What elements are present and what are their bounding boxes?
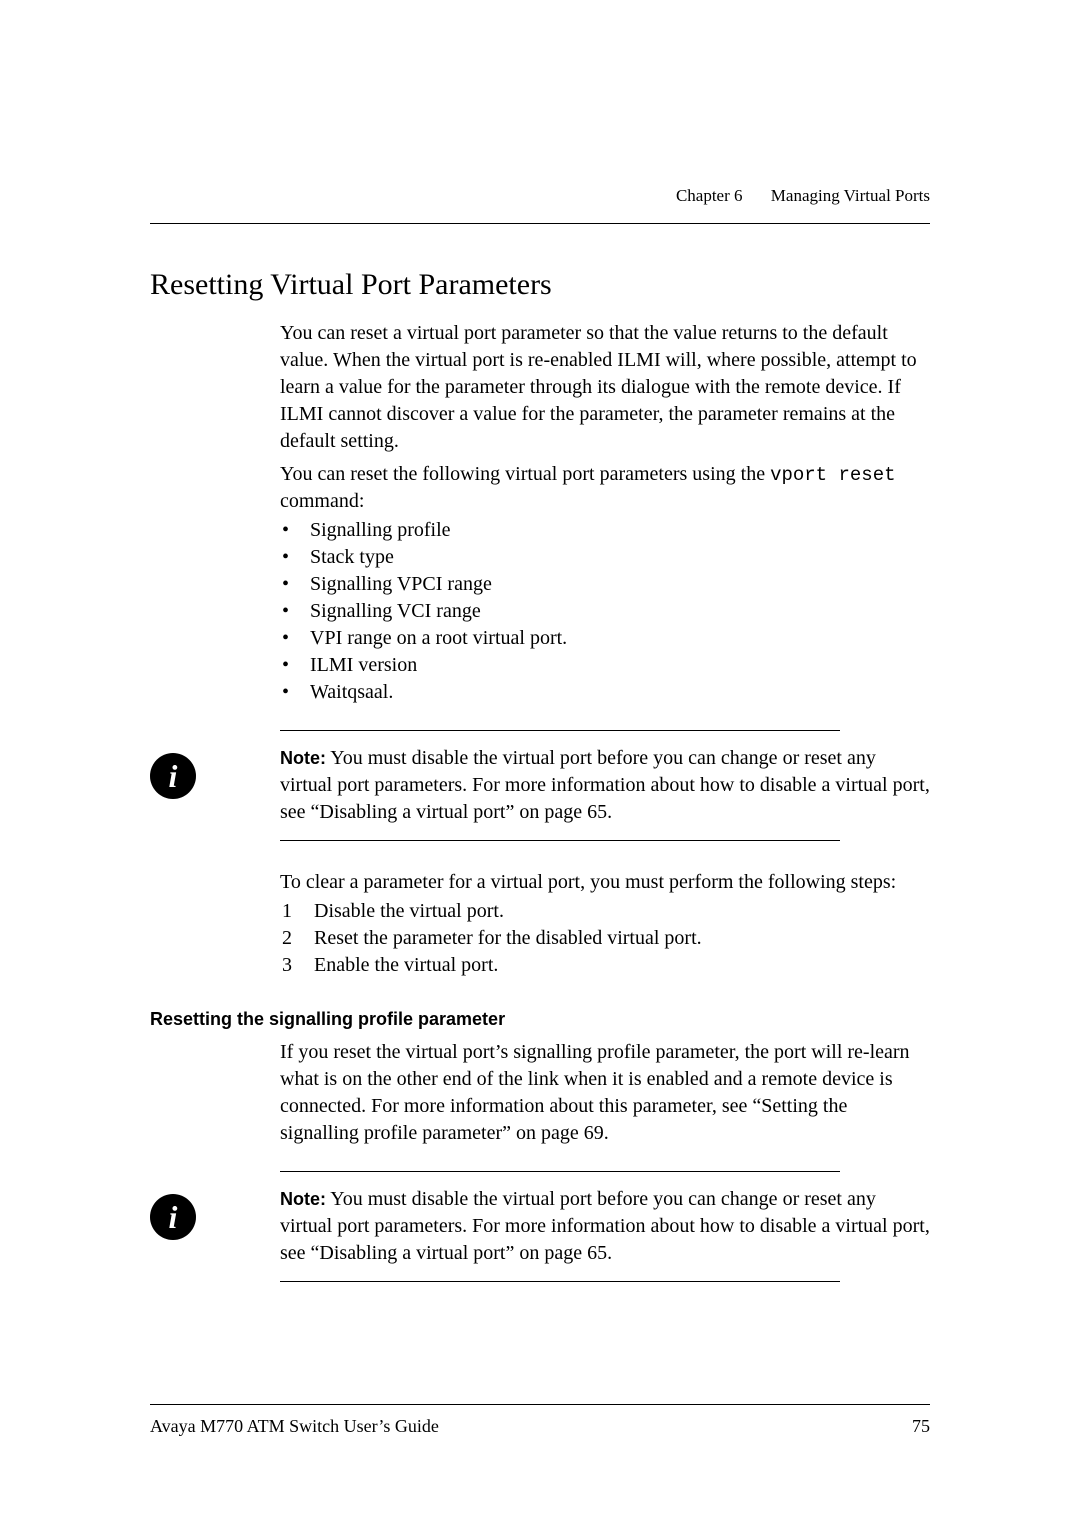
note-block-2: i Note: You must disable the virtual por… xyxy=(280,1171,930,1282)
steps-intro: To clear a parameter for a virtual port,… xyxy=(280,869,930,896)
note-lead: Note: xyxy=(280,748,326,768)
note-text: Note: You must disable the virtual port … xyxy=(280,1186,930,1267)
header-rule xyxy=(150,223,930,224)
section-heading: Resetting Virtual Port Parameters xyxy=(150,265,930,306)
steps-block: To clear a parameter for a virtual port,… xyxy=(280,869,930,979)
note-row: i Note: You must disable the virtual por… xyxy=(280,745,930,826)
bullet-item: ILMI version xyxy=(280,652,930,679)
page-number: 75 xyxy=(912,1414,930,1438)
page-content: Chapter 6 Managing Virtual Ports Resetti… xyxy=(150,185,930,1282)
bullet-item: Signalling VCI range xyxy=(280,598,930,625)
intro-paragraph-1: You can reset a virtual port parameter s… xyxy=(280,320,930,455)
svg-text:i: i xyxy=(169,1199,178,1235)
subsection-heading: Resetting the signalling profile paramet… xyxy=(150,1007,930,1031)
intro-paragraph-2: You can reset the following virtual port… xyxy=(280,461,930,516)
step-item: Reset the parameter for the disabled vir… xyxy=(280,925,930,952)
note-rule-top xyxy=(280,1171,840,1172)
steps-list: Disable the virtual port. Reset the para… xyxy=(280,898,930,979)
footer-title: Avaya M770 ATM Switch User’s Guide xyxy=(150,1416,439,1436)
intro2-post: command: xyxy=(280,490,364,512)
note-rule-bottom xyxy=(280,1281,840,1282)
subsection-body: If you reset the virtual port’s signalli… xyxy=(280,1039,930,1147)
bullet-list: Signalling profile Stack type Signalling… xyxy=(280,517,930,706)
note-row: i Note: You must disable the virtual por… xyxy=(280,1186,930,1267)
intro-block: You can reset a virtual port parameter s… xyxy=(280,320,930,707)
note-text: Note: You must disable the virtual port … xyxy=(280,745,930,826)
note-body: You must disable the virtual port before… xyxy=(280,747,930,823)
command-text: vport reset xyxy=(770,464,895,486)
sig-profile-paragraph: If you reset the virtual port’s signalli… xyxy=(280,1039,930,1147)
info-icon: i xyxy=(150,753,196,807)
bullet-item: Waitqsaal. xyxy=(280,679,930,706)
running-header: Chapter 6 Managing Virtual Ports xyxy=(676,185,930,208)
info-icon: i xyxy=(150,1194,196,1248)
chapter-title: Managing Virtual Ports xyxy=(771,186,930,205)
step-item: Disable the virtual port. xyxy=(280,898,930,925)
note-block-1: i Note: You must disable the virtual por… xyxy=(280,730,930,841)
step-item: Enable the virtual port. xyxy=(280,952,930,979)
page-footer: Avaya M770 ATM Switch User’s Guide 75 xyxy=(150,1414,930,1438)
footer-rule xyxy=(150,1404,930,1405)
bullet-item: Signalling profile xyxy=(280,517,930,544)
bullet-item: VPI range on a root virtual port. xyxy=(280,625,930,652)
note-rule-bottom xyxy=(280,840,840,841)
intro2-pre: You can reset the following virtual port… xyxy=(280,463,770,485)
chapter-label: Chapter 6 xyxy=(676,186,743,205)
note-body: You must disable the virtual port before… xyxy=(280,1188,930,1264)
bullet-item: Stack type xyxy=(280,544,930,571)
svg-text:i: i xyxy=(169,758,178,794)
bullet-item: Signalling VPCI range xyxy=(280,571,930,598)
note-lead: Note: xyxy=(280,1189,326,1209)
note-rule-top xyxy=(280,730,840,731)
